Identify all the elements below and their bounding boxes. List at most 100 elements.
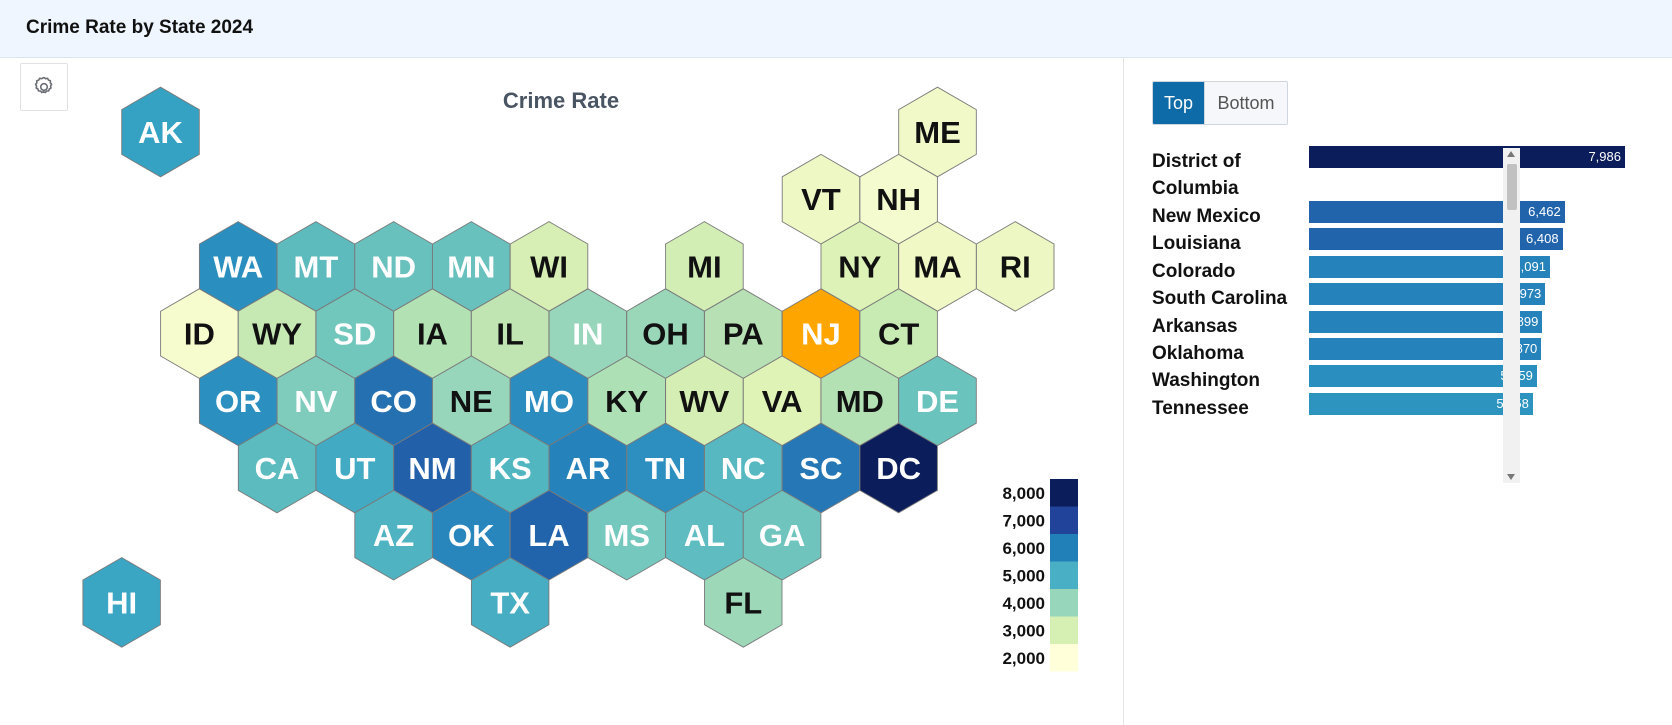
ranking-row[interactable]: New Mexico 6,462: [1152, 201, 1638, 227]
hex-ri[interactable]: [975, 221, 1055, 312]
hex-label-mo: MO: [524, 384, 574, 419]
hex-label-wv: WV: [679, 384, 729, 419]
hex-label-me: ME: [914, 115, 961, 150]
hex-label-mi: MI: [687, 249, 721, 284]
legend-tick-label: 6,000: [1002, 539, 1045, 558]
ranking-state-name: South Carolina: [1152, 288, 1288, 309]
ranking-row[interactable]: Tennessee 5,658: [1152, 393, 1638, 419]
hex-label-nh: NH: [876, 182, 921, 217]
hex-fl[interactable]: [704, 557, 783, 648]
ranking-state-name: Washington: [1152, 370, 1260, 391]
hex-label-nv: NV: [294, 384, 337, 419]
panel-divider: [1123, 58, 1124, 725]
hex-label-in: IN: [572, 317, 603, 352]
scroll-down-icon[interactable]: [1507, 474, 1515, 480]
legend-tick-label: 2,000: [1002, 649, 1045, 668]
hex-label-nm: NM: [408, 451, 456, 486]
ranking-row[interactable]: Colorado 6,091: [1152, 256, 1638, 282]
hex-label-or: OR: [215, 384, 262, 419]
legend-swatch: [1050, 534, 1078, 562]
scroll-up-icon[interactable]: [1507, 151, 1515, 157]
hex-map-chart: Crime Rate AK ME VT NH WA MT ND MN WI MI NY MA RI ID W…: [82, 86, 1078, 672]
tab-bottom[interactable]: Bottom: [1204, 82, 1287, 124]
hex-label-ky: KY: [605, 384, 648, 419]
ranking-value: 7,986: [1588, 149, 1621, 164]
hex-label-nc: NC: [721, 451, 766, 486]
ranking-state-name: New Mexico: [1152, 206, 1261, 227]
hex-label-pa: PA: [723, 317, 764, 352]
legend-tick-label: 5,000: [1002, 567, 1045, 586]
hex-label-mn: MN: [447, 249, 495, 284]
legend-swatch: [1050, 506, 1078, 534]
app-header: Crime Rate by State 2024: [0, 0, 1672, 58]
color-legend: 8,000 7,000 6,000 5,000 4,000 3,000 2,000: [1002, 479, 1078, 672]
ranking-row[interactable]: Louisiana 6,408: [1152, 228, 1638, 254]
hex-label-ms: MS: [603, 518, 650, 553]
hex-label-hi: HI: [106, 585, 137, 620]
chart-title: Crime Rate: [503, 88, 619, 113]
ranking-value: 6,091: [1513, 259, 1546, 274]
hex-label-al: AL: [684, 518, 725, 553]
ranking-bar: 5,658: [1309, 393, 1533, 415]
hex-label-co: CO: [370, 384, 417, 419]
ranking-bar: 7,986: [1309, 146, 1625, 168]
hex-label-sd: SD: [333, 317, 376, 352]
ranking-state-name: Colorado: [1152, 261, 1236, 282]
hex-label-ga: GA: [759, 518, 806, 553]
gear-icon: [34, 76, 53, 94]
ranking-row[interactable]: South Carolina 5,973: [1152, 283, 1638, 309]
hex-label-oh: OH: [642, 317, 689, 352]
hex-label-ny: NY: [838, 249, 881, 284]
ranking-state-name: Arkansas: [1152, 316, 1238, 337]
hex-grid: AK ME VT NH WA MT ND MN WI MI NY MA RI ID WY SD IA IL IN OH…: [82, 86, 1055, 648]
hex-label-wy: WY: [252, 317, 302, 352]
hex-label-ak: AK: [138, 115, 183, 150]
legend-swatch: [1050, 616, 1078, 644]
ranking-row[interactable]: District of Columbia 7,986: [1152, 146, 1638, 199]
tab-top[interactable]: Top: [1153, 82, 1204, 124]
hex-label-ia: IA: [417, 317, 448, 352]
ranking-value: 6,408: [1526, 231, 1559, 246]
hex-ak[interactable]: [121, 86, 200, 178]
settings-button[interactable]: [20, 63, 68, 111]
legend-tick-label: 4,000: [1002, 594, 1045, 613]
hex-tx[interactable]: [470, 557, 550, 648]
legend-tick-label: 8,000: [1002, 484, 1045, 503]
ranking-row[interactable]: Arkansas 5,899: [1152, 311, 1638, 337]
hex-label-ca: CA: [255, 451, 300, 486]
hex-label-wa: WA: [213, 249, 263, 284]
hex-label-de: DE: [916, 384, 959, 419]
ranking-row[interactable]: Washington5,759: [1152, 365, 1638, 391]
legend-tick-label: 3,000: [1002, 622, 1045, 641]
hex-label-tn: TN: [645, 451, 686, 486]
hex-label-mt: MT: [294, 249, 339, 284]
hex-label-nd: ND: [371, 249, 416, 284]
hex-label-ut: UT: [334, 451, 375, 486]
ranking-state-name: Tennessee: [1152, 398, 1249, 419]
ranking-list: District of Columbia 7,986 New Mexico 6,462…: [1152, 146, 1638, 482]
hex-hi[interactable]: [82, 557, 161, 648]
ranking-row[interactable]: Oklahoma 5,870: [1152, 338, 1638, 364]
ranking-state-name: Louisiana: [1152, 233, 1241, 254]
legend-swatch: [1050, 644, 1078, 672]
hex-label-la: LA: [528, 518, 569, 553]
hex-dc[interactable]: [859, 422, 938, 514]
hex-label-tx: TX: [490, 585, 530, 620]
hex-label-dc: DC: [876, 451, 921, 486]
scroll-thumb[interactable]: [1507, 164, 1517, 210]
ranking-bar: 6,462: [1309, 201, 1565, 223]
ranking-value: 6,462: [1528, 204, 1561, 219]
hex-label-ar: AR: [565, 451, 610, 486]
hex-label-ri: RI: [1000, 249, 1031, 284]
hex-label-va: VA: [762, 384, 803, 419]
hex-label-ma: MA: [913, 249, 961, 284]
hex-label-md: MD: [836, 384, 884, 419]
ranking-bar: 6,408: [1309, 228, 1563, 250]
hex-label-ct: CT: [878, 317, 919, 352]
ranking-scrollbar[interactable]: [1503, 148, 1520, 483]
legend-swatch: [1050, 479, 1078, 507]
top-bottom-toggle: Top Bottom: [1152, 81, 1288, 125]
hex-label-ok: OK: [448, 518, 495, 553]
legend-swatch: [1050, 589, 1078, 617]
hex-label-vt: VT: [801, 182, 841, 217]
